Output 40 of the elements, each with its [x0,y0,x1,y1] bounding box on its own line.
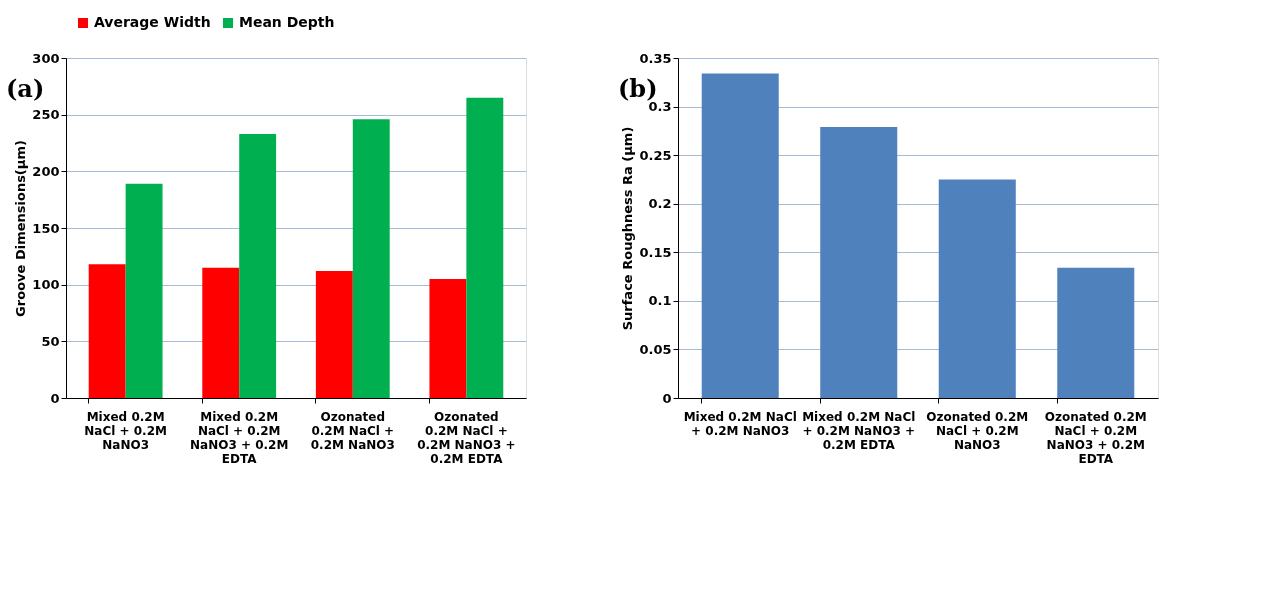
x-tick-label: Ozonated 0.2M NaCl + 0.2M NaNO3 [926,409,1029,452]
bar [125,183,163,398]
x-tick-label: Ozonated 0.2M NaCl + 0.2M NaNO3 + 0.2M EDTA [1044,409,1147,466]
bar [239,133,277,398]
y-tick-label: 0.25 [639,147,672,163]
bar [820,126,898,398]
bar [315,271,353,398]
y-tick-label: 0 [50,390,60,406]
bar [466,97,504,398]
y-tick-label: 250 [32,107,60,123]
bar [88,264,126,398]
bar [429,279,467,398]
y-tick-label: 300 [32,50,60,66]
text: (b) [618,74,658,103]
bar [938,179,1016,398]
x-tick-label: Mixed 0.2M NaCl + 0.2M NaNO3 + 0.2M EDTA [190,409,289,466]
legend-label: Mean Depth [239,14,335,30]
text: (a) [6,74,45,103]
legend-label: Average Width [94,14,211,30]
x-tick-label: Mixed 0.2M NaCl + 0.2M NaNO3 + 0.2M EDTA [802,409,916,452]
x-tick-label: Mixed 0.2M NaCl + 0.2M NaNO3 [683,409,797,438]
y-tick-label: 0 [662,390,672,406]
bar [352,119,390,398]
bar [701,73,779,398]
y-axis-title: Groove Dimensions(µm) [13,140,29,317]
y-tick-label: 150 [32,220,60,236]
y-tick-label: 200 [32,163,60,179]
bar [202,267,240,398]
y-tick-label: 50 [41,333,60,349]
y-tick-label: 100 [32,277,60,293]
bar [1057,267,1135,398]
y-tick-label: 0.15 [639,244,672,260]
y-tick-label: 0.2 [648,196,672,212]
x-tick-label: Mixed 0.2M NaCl + 0.2M NaNO3 [84,409,167,452]
x-tick-label: Ozonated 0.2M NaCl + 0.2M NaNO3 + 0.2M EDTA [417,409,516,466]
y-tick-label: 0.35 [639,50,672,66]
y-tick-label: 0.1 [648,293,672,309]
y-tick-label: 0.05 [639,341,672,357]
y-axis-title: Surface Roughness Ra (µm) [620,126,636,331]
x-tick-label: Ozonated 0.2M NaCl + 0.2M NaNO3 [310,409,395,452]
